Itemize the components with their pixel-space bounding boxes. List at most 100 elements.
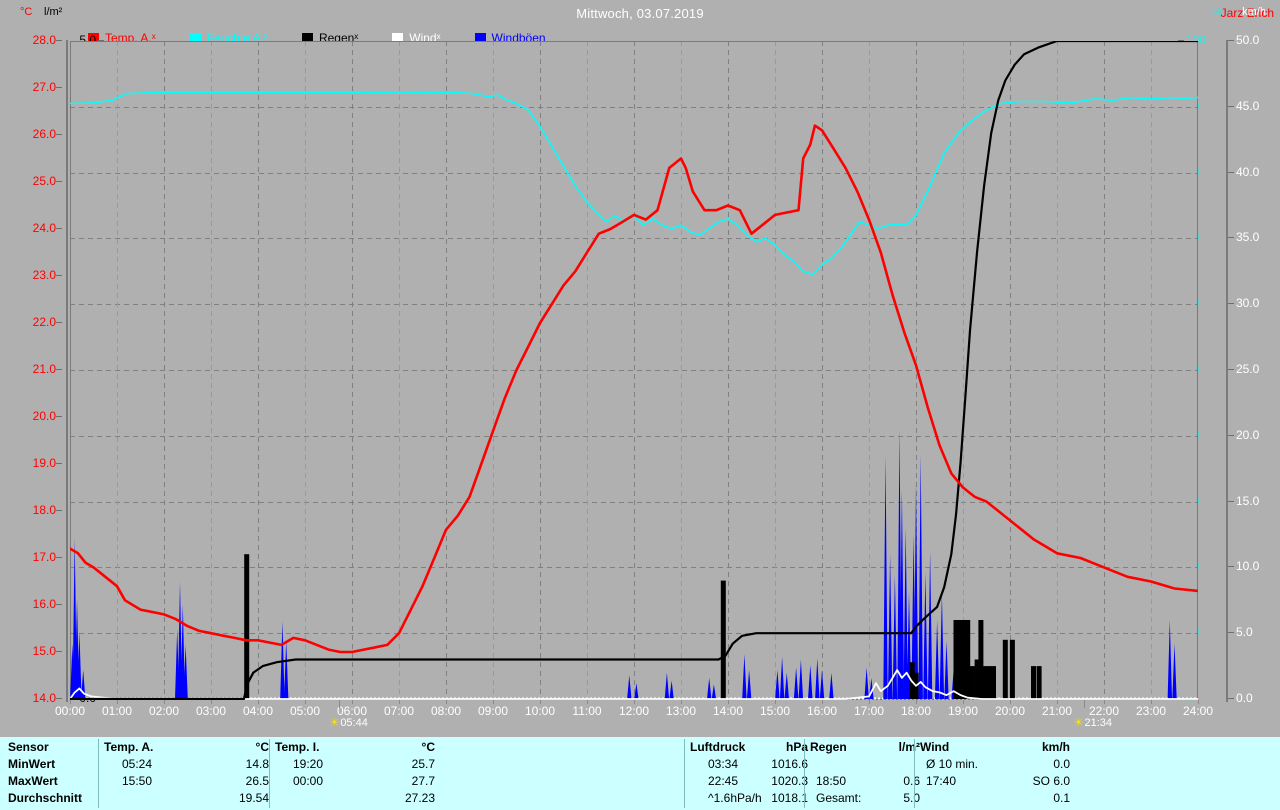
time-tickmark-16	[822, 700, 823, 704]
time-tickmark-11	[587, 700, 588, 704]
temp-tickmark-2	[56, 134, 62, 135]
temp-tick-11: 17.0	[32, 550, 56, 564]
time-tick-0000: 00:00	[54, 704, 86, 718]
time-tickmark-9	[493, 700, 494, 704]
summary-temp-innen-value-1: 27.7	[411, 774, 435, 788]
summary-luftdruck-value-0: 1016.6	[771, 757, 808, 771]
summary-luftdruck-time-0: 03:34	[708, 757, 739, 771]
summary-temp-aussen-value-2: 19.54	[238, 791, 269, 805]
summary-row: 0.1	[920, 790, 1070, 807]
time-tickmark-0	[70, 700, 71, 704]
wind-tickmark-7	[1228, 500, 1234, 502]
axis-unit-temp: °C	[20, 6, 33, 18]
summary-regen-value-2: 5.0	[903, 791, 920, 805]
summary-temp-innen-time-0: 19:20	[293, 757, 324, 771]
summary-group-temp-innen-unit: °C	[421, 740, 435, 754]
rain-tickmark-0	[98, 40, 104, 41]
wind-tick-6: 20.0	[1236, 427, 1260, 442]
page-title: Mittwoch, 03.07.2019	[576, 6, 704, 21]
temp-tickmark-0	[56, 40, 62, 41]
temp-tick-6: 22.0	[32, 315, 56, 329]
time-tick-0400: 04:00	[242, 704, 274, 718]
time-tickmark-22	[1104, 700, 1105, 704]
sunrise-marker-tickmark	[339, 700, 341, 708]
summary-separator-1	[269, 739, 270, 808]
wind-tickmark-5	[1228, 369, 1234, 370]
time-tickmark-18	[916, 700, 917, 704]
summary-row: 27.23	[275, 790, 435, 807]
temp-tickmark-11	[56, 557, 62, 558]
time-tick-1900: 19:00	[947, 704, 979, 718]
time-tickmark-12	[634, 700, 635, 704]
summary-separator-2	[684, 739, 685, 808]
summary-luftdruck-value-2: 1018.1	[771, 791, 808, 805]
time-tickmark-13	[681, 700, 682, 704]
axis-unit-humidity: %	[1212, 6, 1222, 18]
time-tick-0500: 05:00	[289, 704, 321, 718]
temp-tick-8: 20.0	[32, 409, 56, 423]
temp-tick-4: 24.0	[32, 221, 56, 235]
time-tick-1300: 13:00	[665, 704, 697, 718]
wind-tickmark-4	[1228, 303, 1234, 305]
axis-unit-wind: km/h	[1242, 6, 1266, 18]
summary-row-labels: Sensor MinWert MaxWert Durchschnitt	[8, 739, 98, 808]
summary-panel: Sensor MinWert MaxWert Durchschnitt Temp. A.…	[0, 737, 1280, 810]
summary-wind-value-2: 0.1	[1053, 791, 1070, 805]
time-tickmark-2	[164, 700, 165, 704]
temp-tickmark-14	[56, 698, 62, 699]
summary-row: 19:20 25.7	[275, 756, 435, 773]
summary-row-label-1: MinWert	[8, 757, 56, 771]
wind-tick-2: 40.0	[1236, 164, 1260, 179]
summary-luftdruck-time-2: ^1.6hPa/h	[708, 791, 762, 805]
chart-svg	[70, 41, 1198, 700]
summary-group-luftdruck-unit: hPa	[785, 740, 808, 754]
summary-group-regen-header: Regen	[810, 740, 847, 754]
summary-row: Ø 10 min. 0.0	[920, 756, 1070, 773]
time-tick-2400: 24:00	[1182, 704, 1214, 718]
sunset-marker-tickmark	[1083, 700, 1085, 708]
time-tick-2300: 23:00	[1135, 704, 1167, 718]
wind-tickmark-8	[1228, 566, 1234, 568]
time-tick-1800: 18:00	[900, 704, 932, 718]
wind-tick-5: 25.0	[1236, 362, 1260, 376]
time-tickmark-7	[399, 700, 400, 704]
time-tickmark-3	[211, 700, 212, 704]
wind-tickmark-2	[1228, 171, 1234, 173]
summary-separator-4	[914, 739, 915, 808]
summary-row: 22:45 1020.3	[690, 773, 808, 790]
time-tick-1200: 12:00	[618, 704, 650, 718]
time-tick-1500: 15:00	[759, 704, 791, 718]
time-tickmark-8	[446, 700, 447, 704]
time-tickmark-6	[352, 700, 353, 704]
series-regen-interval-bars	[244, 554, 1042, 699]
time-tickmark-24	[1198, 700, 1199, 704]
wind-tickmark-3	[1228, 237, 1234, 239]
wind-tickmark-10	[1228, 698, 1234, 699]
chart-plot-area[interactable]	[70, 41, 1198, 700]
time-tickmark-15	[775, 700, 776, 704]
summary-temp-innen-time-1: 00:00	[293, 774, 324, 788]
time-tickmark-17	[869, 700, 870, 704]
summary-row: 05:24 14.8	[104, 756, 269, 773]
summary-group-temp-aussen-header: Temp. A.	[104, 740, 154, 754]
time-tick-0100: 01:00	[101, 704, 133, 718]
summary-group-regen-unit: l/m²	[898, 740, 920, 754]
summary-temp-aussen-time-1: 15:50	[122, 774, 153, 788]
wind-tick-9: 5.0	[1236, 625, 1253, 640]
temp-tickmark-3	[56, 181, 62, 182]
summary-separator-3	[804, 739, 805, 808]
temp-tick-2: 26.0	[32, 127, 56, 141]
time-tickmark-14	[728, 700, 729, 704]
axis-temp: 28.0 27.0 26.0 25.0 24.0 23.0 22.0 21.0 20.0 19.0…	[14, 33, 62, 705]
summary-group-luftdruck-header: Luftdruck	[690, 740, 746, 754]
temp-tick-10: 18.0	[32, 503, 56, 517]
summary-regen-value-1: 0.6	[903, 774, 920, 788]
wind-tick-1: 45.0	[1236, 98, 1260, 113]
wind-tick-7: 15.0	[1236, 493, 1260, 508]
temp-tick-7: 21.0	[32, 362, 56, 376]
wind-tickmark-9	[1228, 632, 1234, 634]
summary-group-temp-aussen: Temp. A. °C 05:24 14.8 15:50 26.5 19.54	[104, 739, 269, 808]
wind-tickmark-0	[1228, 40, 1234, 41]
temp-tick-5: 23.0	[32, 268, 56, 282]
